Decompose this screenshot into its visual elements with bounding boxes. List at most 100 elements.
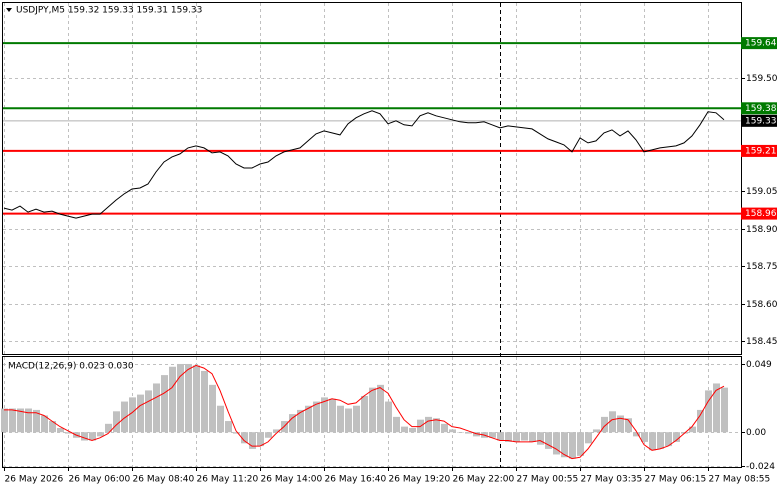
macd-bar bbox=[273, 429, 280, 433]
macd-bar bbox=[169, 366, 176, 433]
macd-bar bbox=[129, 397, 136, 433]
macd-bar bbox=[49, 421, 56, 433]
macd-bar bbox=[25, 408, 32, 433]
macd-bar bbox=[657, 432, 664, 449]
level-label-bg bbox=[741, 207, 777, 220]
macd-bar bbox=[153, 383, 160, 433]
macd-bar bbox=[617, 415, 624, 433]
menu-arrow bbox=[6, 8, 12, 12]
x-tick-label: 26 May 2026 bbox=[5, 475, 64, 485]
macd-bar bbox=[497, 432, 504, 441]
macd-bar bbox=[41, 415, 48, 433]
macd-bar bbox=[329, 398, 336, 433]
macd-bar bbox=[673, 432, 680, 442]
macd-bar bbox=[145, 390, 152, 433]
macd-bar bbox=[561, 432, 568, 458]
macd-bar bbox=[377, 384, 384, 433]
macd-bar bbox=[449, 429, 456, 433]
y-tick-label: 158.75 bbox=[746, 262, 778, 272]
macd-bar bbox=[441, 423, 448, 433]
macd-bar bbox=[201, 370, 208, 433]
macd-bar bbox=[353, 405, 360, 433]
macd-bar bbox=[305, 405, 312, 433]
macd-bar bbox=[569, 432, 576, 459]
macd-bar bbox=[489, 432, 496, 438]
macd-bar bbox=[721, 387, 728, 433]
macd-bar bbox=[393, 416, 400, 433]
level-label: 159.38 bbox=[745, 104, 777, 114]
macd-bar bbox=[345, 408, 352, 433]
x-tick-label: 27 May 03:35 bbox=[581, 475, 643, 485]
macd-bar bbox=[105, 423, 112, 433]
macd-bar bbox=[81, 432, 88, 441]
macd-bar bbox=[209, 384, 216, 433]
macd-bar bbox=[161, 375, 168, 433]
x-tick-label: 26 May 19:20 bbox=[389, 475, 451, 485]
y-tick-label: 158.60 bbox=[746, 300, 778, 310]
macd-bar bbox=[193, 365, 200, 433]
macd-bar bbox=[225, 421, 232, 433]
macd-bar bbox=[705, 390, 712, 433]
macd-bar bbox=[425, 416, 432, 433]
price-line bbox=[3, 110, 725, 219]
x-tick-label: 27 May 00:55 bbox=[517, 475, 579, 485]
x-tick-label: 26 May 08:40 bbox=[133, 475, 195, 485]
macd-bar bbox=[65, 432, 72, 434]
macd-bar bbox=[473, 432, 480, 437]
macd-bar bbox=[369, 387, 376, 433]
macd-bar bbox=[217, 405, 224, 433]
macd-bar bbox=[537, 432, 544, 445]
macd-bar bbox=[641, 432, 648, 442]
macd-bar bbox=[241, 432, 248, 444]
macd-bar bbox=[401, 426, 408, 433]
macd-bar bbox=[321, 397, 328, 433]
macd-bar bbox=[33, 409, 40, 433]
macd-bar bbox=[257, 432, 264, 447]
x-tick-label: 26 May 22:00 bbox=[453, 475, 515, 485]
macd-bar bbox=[649, 432, 656, 451]
macd-bar bbox=[9, 408, 16, 433]
level-label-bg bbox=[741, 102, 777, 115]
level-label-bg bbox=[741, 37, 777, 50]
macd-bar bbox=[137, 394, 144, 433]
macd-bar bbox=[601, 416, 608, 433]
y-tick-label: -0.024 bbox=[746, 462, 775, 472]
x-tick-label: 26 May 16:40 bbox=[325, 475, 387, 485]
macd-bar bbox=[1, 408, 8, 433]
current-price-label: 159.33 bbox=[745, 116, 777, 126]
chart-title: USDJPY,M5 159.32 159.33 159.31 159.33 bbox=[16, 6, 202, 16]
macd-bar bbox=[337, 405, 344, 433]
x-tick-label: 27 May 06:15 bbox=[645, 475, 707, 485]
macd-bar bbox=[697, 409, 704, 433]
macd-bar bbox=[633, 432, 640, 437]
macd-bar bbox=[97, 432, 104, 437]
macd-bar bbox=[57, 428, 64, 433]
level-label-bg bbox=[741, 144, 777, 157]
macd-bar bbox=[665, 432, 672, 447]
macd-bar bbox=[593, 429, 600, 433]
macd-bar bbox=[521, 432, 528, 441]
macd-bar bbox=[177, 363, 184, 433]
macd-bar bbox=[265, 432, 272, 438]
macd-bar bbox=[121, 401, 128, 433]
macd-bar bbox=[409, 428, 416, 433]
level-label: 159.64 bbox=[745, 39, 777, 49]
macd-bar bbox=[713, 383, 720, 433]
y-tick-label: 158.90 bbox=[746, 225, 778, 235]
macd-bar bbox=[385, 401, 392, 433]
x-tick-label: 27 May 08:55 bbox=[709, 475, 771, 485]
macd-bar bbox=[625, 418, 632, 433]
macd-bar bbox=[553, 432, 560, 455]
price-panel bbox=[2, 2, 742, 355]
macd-bar bbox=[457, 432, 464, 433]
y-tick-label: 0.00 bbox=[746, 428, 766, 438]
macd-bar bbox=[545, 432, 552, 449]
macd-bar bbox=[185, 363, 192, 433]
level-label: 159.21 bbox=[745, 146, 777, 156]
level-label: 158.96 bbox=[745, 209, 777, 219]
macd-bar bbox=[505, 432, 512, 442]
macd-bar bbox=[113, 411, 120, 433]
x-tick-label: 26 May 14:00 bbox=[261, 475, 323, 485]
